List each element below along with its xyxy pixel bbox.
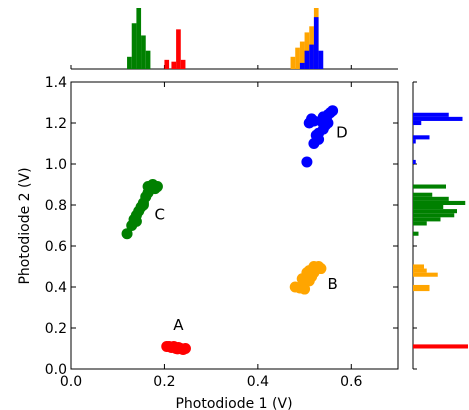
right-hist-bar — [413, 221, 427, 226]
right-hist-bar — [413, 268, 427, 273]
cluster-annotations: A B C D — [155, 123, 348, 334]
data-point-A — [179, 343, 191, 354]
data-point-C — [121, 228, 133, 240]
right-marginal-histogram — [412, 81, 468, 370]
top-marginal-histogram — [70, 8, 398, 70]
right-hist-bar — [413, 209, 457, 214]
scatter-points — [121, 105, 339, 356]
y-tick-label: 1.2 — [45, 116, 67, 132]
data-point-D — [322, 109, 334, 121]
x-axis-title: Photodiode 1 (V) — [175, 396, 292, 410]
right-hist-bar — [413, 200, 466, 205]
data-point-D — [301, 156, 313, 168]
right-hist-bar — [413, 205, 444, 210]
right-hist-bar — [413, 196, 449, 201]
y-tick-label: 0.8 — [45, 198, 67, 214]
data-point-A — [172, 343, 184, 355]
right-hist-bar — [413, 116, 463, 121]
right-hist-bar — [413, 217, 441, 222]
y-tick-label: 1.4 — [45, 75, 67, 91]
data-point-B — [308, 261, 320, 272]
top-hist-bar — [313, 17, 319, 69]
top-hist-bar — [304, 50, 310, 69]
right-hist-bar — [413, 231, 419, 236]
right-hist-bar — [413, 139, 416, 144]
top-hist-bar — [136, 8, 142, 69]
x-tick-label: 0.0 — [60, 374, 82, 390]
top-hist-bar — [290, 56, 296, 69]
y-tick-label: 0.4 — [45, 280, 67, 296]
data-point-D — [308, 115, 320, 127]
right-hist-bar — [413, 264, 424, 269]
cluster-label-C: C — [155, 205, 165, 223]
right-hist-bar — [413, 284, 430, 292]
top-hist-bar — [299, 62, 305, 69]
top-hist-bar — [127, 56, 132, 69]
data-point-C — [151, 181, 163, 193]
top-hist-bar — [299, 41, 305, 69]
plot-frame — [70, 81, 399, 370]
right-hist-bar — [413, 192, 433, 197]
y-axis-title: Photodiode 2 (V) — [17, 167, 33, 284]
top-hist-bar — [145, 50, 151, 69]
data-point-B — [299, 283, 311, 295]
cluster-label-A: A — [173, 316, 184, 334]
main-plot-axes: 0.0 0.2 0.4 0.6 0.0 0.2 0.4 0.6 0.8 1.0 1.2 1.4 — [45, 75, 399, 390]
right-hist-bar — [413, 272, 438, 277]
data-point-D — [317, 123, 329, 135]
top-hist-bar — [176, 29, 181, 70]
x-tick-label: 0.2 — [153, 374, 175, 390]
x-tick-label: 0.6 — [340, 374, 362, 390]
top-hist-bar — [295, 47, 300, 69]
x-tick-label: 0.4 — [247, 374, 269, 390]
right-hist-bar — [413, 159, 416, 164]
top-hist-bar — [141, 35, 146, 69]
top-hist-bar — [164, 59, 170, 69]
right-hist-bar — [413, 120, 422, 126]
y-tick-label: 0.6 — [45, 239, 67, 255]
top-hist-bar — [309, 44, 314, 69]
data-point-C — [142, 181, 154, 193]
y-tick-label: 0.2 — [45, 321, 67, 337]
cluster-label-B: B — [327, 275, 337, 293]
top-hist-bar — [131, 23, 137, 69]
data-point-D — [313, 133, 325, 145]
right-hist-bar — [413, 213, 455, 218]
top-hist-bar — [171, 61, 177, 69]
top-hist-bar — [180, 59, 186, 69]
right-hist-bar — [413, 184, 446, 189]
right-hist-bar — [413, 344, 468, 349]
data-point-C — [137, 197, 149, 209]
right-hist-bar — [413, 135, 430, 140]
data-point-C — [130, 209, 142, 221]
y-tick-label: 1.0 — [45, 157, 67, 173]
right-hist-bar — [413, 112, 449, 117]
top-hist-bar — [318, 50, 324, 69]
y-tick-label: 0.0 — [45, 362, 67, 378]
cluster-label-D: D — [336, 123, 348, 141]
